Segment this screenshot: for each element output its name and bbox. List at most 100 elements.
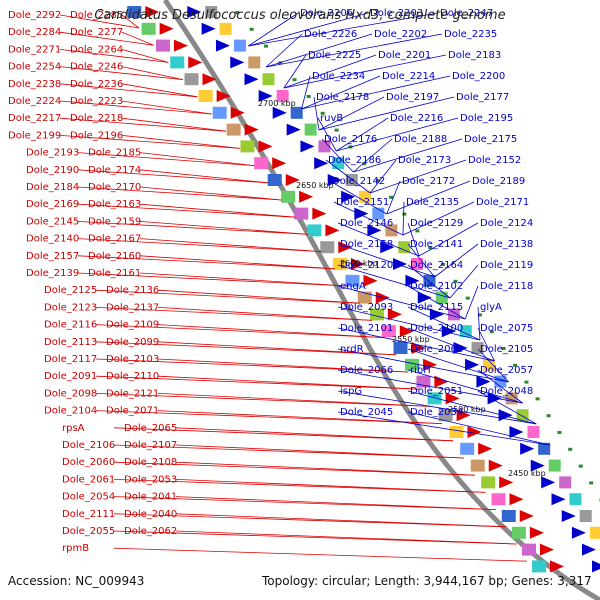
reverse-gene-label: Dole_2123: [44, 302, 97, 313]
reverse-leader-line: [59, 117, 227, 132]
gene-arrow-forward: [561, 510, 576, 522]
gene-feature-forward: [248, 56, 261, 69]
reverse-gene-label: Dole_2136: [106, 285, 159, 296]
reverse-leader-line: [121, 66, 183, 80]
reverse-leader-line: [113, 547, 527, 562]
reverse-leader-line: [113, 496, 496, 510]
forward-leader-line: [248, 12, 299, 47]
forward-gene-label: Dole_2057: [480, 365, 533, 376]
gene-feature-reverse: [198, 90, 213, 102]
reverse-gene-label: Dole_2254: [8, 62, 61, 73]
reverse-gene-label: Dole_2190: [26, 165, 79, 176]
tick-mark: [501, 347, 506, 350]
gene-arrow-forward: [230, 56, 245, 69]
reverse-gene-label: Dole_2061: [62, 474, 115, 485]
forward-gene-label: Dole_2142: [332, 176, 385, 187]
reverse-leader-line: [95, 358, 408, 373]
reverse-gene-label: Dole_2236: [70, 79, 123, 90]
gene-arrow-forward: [341, 190, 356, 203]
gene-feature-forward: [262, 73, 275, 86]
gene-arrow-reverse: [338, 241, 353, 254]
reverse-leader-line: [77, 221, 309, 235]
tick-mark: [477, 313, 482, 317]
gene-feature-forward: [589, 526, 600, 539]
forward-leader-line: [337, 369, 523, 404]
gene-feature-reverse: [470, 459, 485, 472]
gene-feature-forward: [276, 90, 289, 102]
reverse-gene-label: Dole_2040: [124, 509, 177, 520]
tick-mark: [589, 481, 594, 485]
forward-leader-line: [337, 327, 495, 362]
reverse-gene-label: Dole_2055: [62, 526, 115, 537]
forward-gene-label: Dole_2175: [464, 134, 517, 145]
reverse-gene-label: Dole_2199: [8, 130, 61, 141]
reverse-leader-line: [175, 461, 475, 476]
reverse-leader-line: [95, 289, 360, 304]
tick-mark: [375, 179, 380, 182]
gene-arrow-forward: [215, 39, 230, 52]
gene-arrow-reverse: [244, 123, 259, 136]
gene-arrow-forward: [429, 308, 444, 321]
forward-gene-label: engA: [340, 281, 366, 292]
reverse-leader-line: [139, 203, 296, 218]
reverse-gene-label: Dole_2108: [124, 457, 177, 468]
forward-leader-line: [407, 264, 451, 299]
reverse-gene-label: Dole_2284: [8, 27, 61, 38]
reverse-gene-label: Dole_2217: [8, 113, 61, 124]
gene-feature-reverse: [155, 39, 170, 52]
tick-mark: [249, 27, 254, 31]
forward-leader-line: [477, 390, 537, 425]
reverse-gene-label: Dole_2185: [88, 148, 141, 159]
gene-feature-forward: [559, 476, 572, 489]
gene-arrow-forward: [581, 543, 596, 556]
reverse-leader-line: [121, 14, 140, 29]
forward-leader-line: [353, 138, 393, 173]
tick-mark: [513, 363, 518, 367]
tick-mark: [557, 431, 562, 434]
forward-leader-line: [407, 369, 523, 404]
reverse-gene-label: Dole_2137: [106, 302, 159, 313]
forward-gene-label: Dole_2115: [410, 302, 463, 313]
forward-gene-label: Dole_2119: [480, 260, 533, 271]
gene-arrow-reverse: [478, 442, 493, 455]
gene-arrow-reverse: [499, 476, 514, 489]
reverse-gene-label: Dole_2106: [62, 440, 115, 451]
forward-gene-label: Dole_2129: [410, 218, 463, 229]
gene-arrow-forward: [327, 174, 342, 186]
gene-feature-reverse: [307, 224, 322, 237]
forward-gene-label: Dole_2034: [410, 407, 463, 418]
reverse-gene-label: Dole_2218: [70, 113, 123, 124]
forward-leader-line: [333, 201, 404, 236]
gene-feature-forward: [538, 442, 551, 455]
forward-gene-label: Dole_2105: [480, 344, 533, 355]
forward-gene-label: Dole_2214: [382, 71, 435, 82]
gene-feature-reverse: [254, 157, 269, 170]
gene-feature-reverse: [320, 241, 335, 254]
reverse-gene-label: Dole_2224: [8, 96, 61, 107]
reverse-gene-label: Dole_2140: [26, 234, 79, 245]
forward-leader-line: [336, 117, 459, 152]
reverse-leader-line: [157, 307, 373, 321]
reverse-leader-line: [139, 221, 309, 235]
forward-leader-line: [386, 180, 401, 215]
gene-arrow-forward: [465, 358, 480, 371]
reverse-gene-label: Dole_2196: [70, 130, 123, 141]
forward-gene-label: glyA: [480, 302, 502, 313]
forward-gene-label: Dole_2093: [340, 302, 393, 313]
forward-gene-label: Dole_2216: [390, 113, 443, 124]
reverse-gene-label: Dole_2103: [106, 354, 159, 365]
gene-arrow-forward: [441, 325, 456, 338]
reverse-leader-line: [95, 410, 443, 424]
gene-arrow-forward: [487, 392, 502, 405]
gene-feature-forward: [579, 510, 592, 522]
forward-leader-line: [407, 306, 481, 341]
gene-feature-reverse: [240, 140, 255, 153]
reverse-leader-line: [95, 393, 431, 407]
forward-leader-line: [337, 285, 466, 320]
gene-arrow-forward: [201, 22, 216, 35]
reverse-gene-label: Dole_2238: [8, 79, 61, 90]
forward-gene-label: Dole_2151: [336, 197, 389, 208]
gene-arrow-forward: [244, 73, 259, 86]
reverse-gene-label: Dole_2160: [88, 251, 141, 262]
